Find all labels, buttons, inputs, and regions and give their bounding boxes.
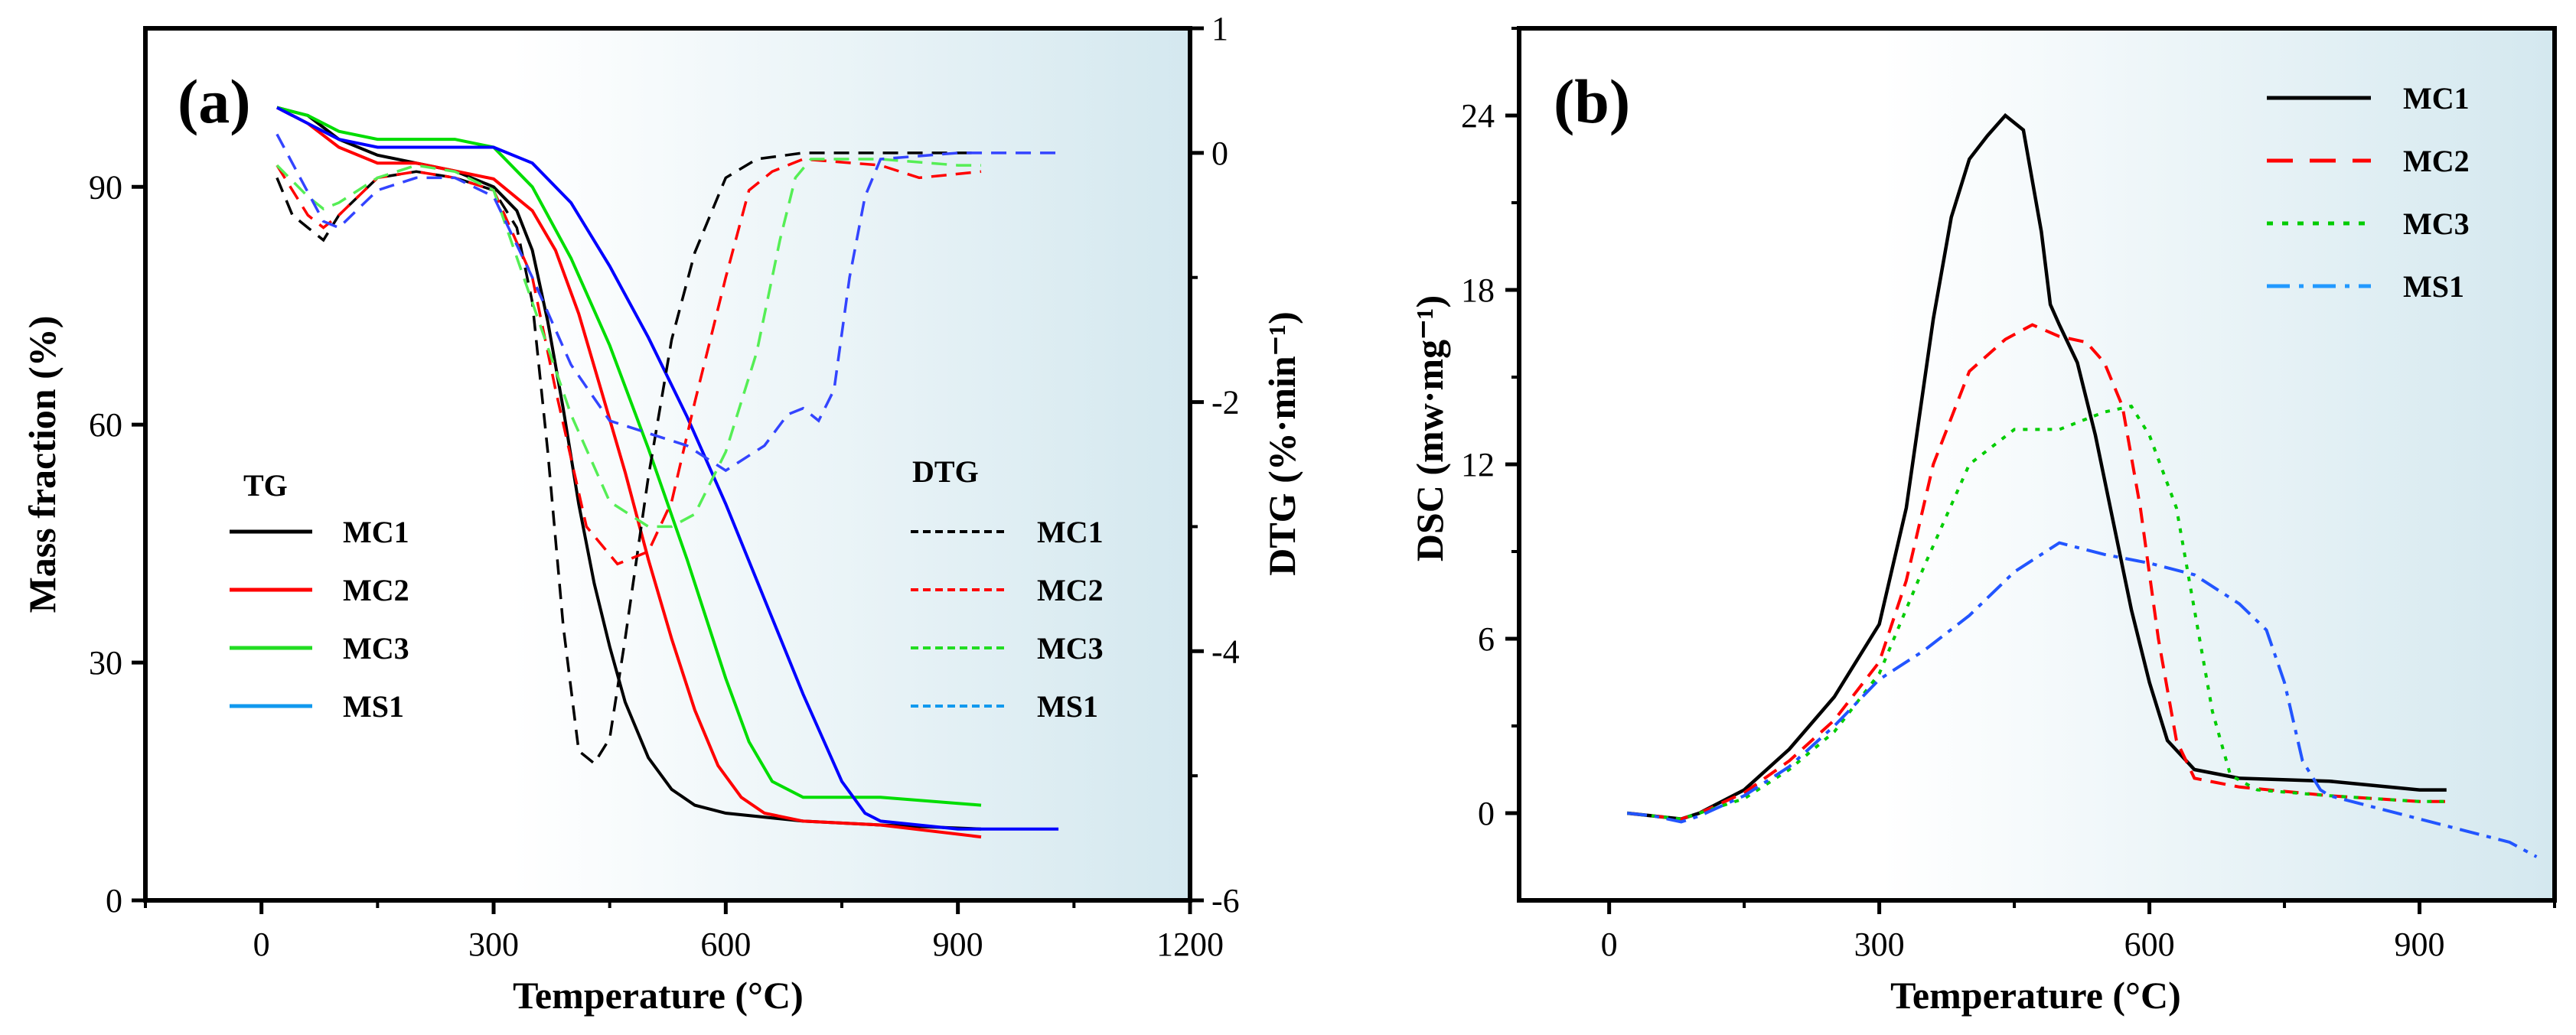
panel-a-legend-tg-entry: MS1 xyxy=(343,689,404,724)
panel-b-y-tick-label: 6 xyxy=(1478,620,1495,658)
panel-a-y2-tick-label: 1 xyxy=(1211,10,1228,47)
panel-b-y-axis-title: DSC (mw·mg⁻¹) xyxy=(1408,295,1451,561)
panel-a-y2-tick-label: 0 xyxy=(1211,135,1228,172)
panel-a-y-tick-label: 60 xyxy=(89,406,122,444)
panel-b-y-tick-label: 18 xyxy=(1461,272,1495,309)
panel-a-x-tick-label: 300 xyxy=(468,926,519,963)
panel-a-series-dtg-ms1 xyxy=(276,133,1059,473)
panel-a-legend-dtg-entry: MC1 xyxy=(1037,515,1104,549)
panel-a-series-layer xyxy=(276,106,1059,839)
panel-a-legend-dtg-title: DTG xyxy=(912,454,979,489)
panel-a-x-tick-label: 600 xyxy=(700,926,751,963)
panel-b-y-tick-label: 24 xyxy=(1461,97,1495,135)
panel-a-y-tick-label: 0 xyxy=(106,882,122,919)
panel-a-x-axis-title: Temperature (°C) xyxy=(513,974,804,1017)
panel-b-series-mc1 xyxy=(1626,112,2447,821)
panel-a: 0 300 600 900 1200 0 30 60 90 -6 -4 -2 0 1 (a) Temper… xyxy=(21,10,1303,1017)
panel-a-legend-dtg-entry: MS1 xyxy=(1037,689,1098,724)
panel-a-y2-axis-title: DTG (%·min⁻¹) xyxy=(1260,311,1303,576)
panel-a-legends: TG MC1 MC2 MC3 MS1 DTG MC1 MC2 MC3 MS1 xyxy=(230,454,1104,724)
panel-b-x-tick-label: 900 xyxy=(2395,926,2445,963)
panel-a-y-tick-label: 30 xyxy=(89,644,122,682)
panel-a-series-tg-mc3 xyxy=(276,106,982,807)
panel-a-x-tick-label: 1200 xyxy=(1156,926,1224,963)
panel-b-legend-entry: MC3 xyxy=(2403,207,2470,241)
panel-b-x-tick-label: 600 xyxy=(2124,926,2175,963)
panel-b-plot-area xyxy=(1517,26,2557,903)
panel-a-legend-dtg-entry: MC3 xyxy=(1037,631,1104,666)
panel-a-legend-tg-title: TG xyxy=(243,468,288,503)
panel-a-label: (a) xyxy=(178,67,251,136)
panel-a-y2-tick-label: -2 xyxy=(1211,384,1240,421)
panel-a-plot-area xyxy=(143,26,1192,903)
panel-a-y2-tick-label: -6 xyxy=(1211,882,1240,919)
panel-b-x-axis-title: Temperature (°C) xyxy=(1890,974,2181,1017)
panel-b-y-tick-label: 0 xyxy=(1478,795,1495,832)
panel-b-ticks-layer: 0 300 600 900 0 6 12 18 24 xyxy=(1461,27,2556,963)
panel-a-series-tg-mc2 xyxy=(276,106,982,839)
panel-b-x-tick-label: 0 xyxy=(1601,926,1618,963)
panel-b-series-ms1 xyxy=(1626,541,2538,858)
panel-b-legend-entry: MC1 xyxy=(2403,81,2470,116)
panel-a-y2-tick-label: -4 xyxy=(1211,633,1240,670)
panel-a-x-tick-label: 900 xyxy=(933,926,983,963)
panel-a-series-tg-ms1 xyxy=(276,106,1059,831)
panel-a-legend-tg-entry: MC3 xyxy=(343,631,409,666)
panel-b-legend-entry: MC2 xyxy=(2403,144,2470,178)
panel-b-x-tick-label: 300 xyxy=(1854,926,1905,963)
panel-b-label: (b) xyxy=(1554,67,1630,136)
panel-a-legend-tg-entry: MC2 xyxy=(343,573,409,607)
panel-a-y-axis-title: Mass fraction (%) xyxy=(21,316,64,614)
panel-b-legend: MC1 MC2 MC3 MS1 xyxy=(2267,81,2470,304)
panel-a-x-tick-label: 0 xyxy=(253,926,270,963)
panel-a-series-dtg-mc3 xyxy=(276,158,981,529)
panel-a-legend-dtg-entry: MC2 xyxy=(1037,573,1104,607)
panel-a-y-tick-label: 90 xyxy=(89,168,122,206)
panel-a-series-dtg-mc1 xyxy=(276,151,981,766)
panel-b-y-tick-label: 12 xyxy=(1461,446,1495,483)
panel-b-series-mc2 xyxy=(1626,323,2447,821)
panel-b-series-layer xyxy=(1626,112,2538,858)
panel-b-legend-entry: MS1 xyxy=(2403,269,2464,304)
panel-a-series-dtg-mc2 xyxy=(276,158,982,566)
panel-a-ticks-layer: 0 300 600 900 1200 0 30 60 90 -6 -4 -2 0 1 xyxy=(89,10,1240,963)
panel-a-legend-tg-entry: MC1 xyxy=(343,515,409,549)
